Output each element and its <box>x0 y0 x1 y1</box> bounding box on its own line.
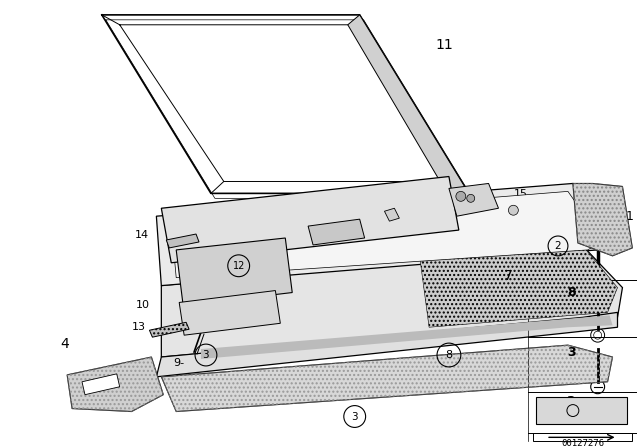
Polygon shape <box>67 357 163 412</box>
Text: 00127276: 00127276 <box>561 439 604 448</box>
Text: 5: 5 <box>318 215 325 225</box>
Text: 14: 14 <box>135 230 149 240</box>
Polygon shape <box>385 208 399 221</box>
Text: 4: 4 <box>61 337 70 351</box>
Text: 12: 12 <box>558 220 576 233</box>
Polygon shape <box>102 15 468 194</box>
Text: 10: 10 <box>136 301 149 310</box>
Text: 1: 1 <box>625 210 634 223</box>
Polygon shape <box>156 184 618 286</box>
Text: 7: 7 <box>504 269 513 283</box>
Polygon shape <box>308 219 365 245</box>
Polygon shape <box>172 191 603 278</box>
Text: 8: 8 <box>567 286 576 299</box>
Polygon shape <box>161 177 459 263</box>
Polygon shape <box>166 234 199 248</box>
Polygon shape <box>161 246 623 357</box>
Text: 3: 3 <box>351 412 358 422</box>
Text: 3: 3 <box>203 350 209 360</box>
Circle shape <box>508 205 518 215</box>
Text: 2: 2 <box>567 395 576 408</box>
Text: 12: 12 <box>232 261 245 271</box>
Text: 6: 6 <box>391 198 398 208</box>
Polygon shape <box>176 238 292 306</box>
Polygon shape <box>179 291 280 335</box>
Polygon shape <box>156 312 618 377</box>
Polygon shape <box>201 315 612 359</box>
Polygon shape <box>149 322 189 337</box>
Polygon shape <box>449 184 499 216</box>
Text: 9-: 9- <box>173 358 184 368</box>
Text: 15: 15 <box>513 190 527 199</box>
Polygon shape <box>573 184 632 256</box>
Text: 2: 2 <box>555 241 561 251</box>
Polygon shape <box>533 433 632 441</box>
Text: 3: 3 <box>567 345 576 358</box>
Polygon shape <box>82 374 120 395</box>
Text: 11: 11 <box>435 38 453 52</box>
Polygon shape <box>161 345 612 412</box>
Circle shape <box>467 194 475 202</box>
Polygon shape <box>348 15 474 213</box>
Polygon shape <box>419 240 618 327</box>
Text: 8: 8 <box>445 350 452 360</box>
Circle shape <box>456 191 466 201</box>
Text: 13: 13 <box>131 322 145 332</box>
Polygon shape <box>536 396 627 424</box>
